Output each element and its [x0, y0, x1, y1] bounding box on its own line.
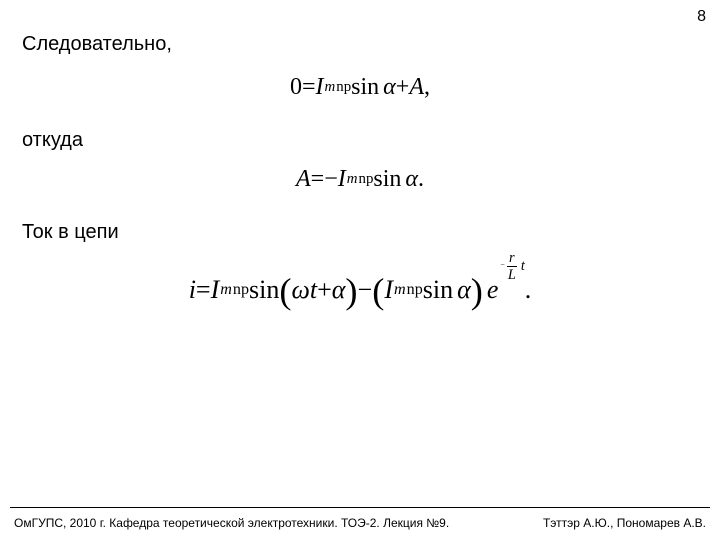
eq3-alpha: α	[332, 275, 346, 305]
footer-right: Тэттэр А.Ю., Пономарев А.В.	[543, 516, 706, 530]
text-otkuda: откуда	[22, 128, 83, 152]
footer: ОмГУПС, 2010 г. Кафедра теоретической эл…	[14, 516, 706, 530]
eq1-A: A	[409, 74, 424, 101]
eq1-sub-np: np	[335, 79, 351, 96]
eq1-comma: ,	[424, 74, 430, 101]
eq1-sin: sin	[351, 74, 379, 101]
eq3-exp-minus: −	[500, 261, 504, 269]
eq2-equals: =	[311, 166, 325, 193]
equation-3: i = I m np sin ( ω t + α ) − ( I m np si…	[0, 274, 720, 306]
eq3-t: t	[310, 275, 317, 305]
eq3-I: I	[211, 275, 220, 305]
eq3-sin: sin	[249, 275, 279, 305]
eq1-plus: +	[396, 74, 410, 101]
eq3-sub-m2: m	[393, 281, 406, 299]
eq3-e: e	[487, 275, 499, 305]
eq2-minus: −	[324, 166, 338, 193]
eq3-plus: +	[317, 275, 332, 305]
eq1-alpha: α	[383, 74, 396, 101]
eq2-sin: sin	[373, 166, 401, 193]
eq3-dot: .	[525, 275, 532, 305]
eq3-exponent: − r L t	[500, 251, 524, 283]
eq3-exp-t: t	[521, 259, 525, 273]
eq3-i: i	[189, 275, 196, 305]
eq3-exp-frac: r L	[507, 251, 517, 283]
eq2-I: I	[338, 166, 346, 193]
eq3-equals: =	[196, 275, 211, 305]
text-tok-v-cepi: Ток в цепи	[22, 220, 119, 244]
eq1-equals: =	[302, 74, 316, 101]
eq2-alpha: α	[405, 166, 418, 193]
eq3-alpha2: α	[457, 275, 471, 305]
eq2-sub-m: m	[346, 171, 358, 188]
equation-2: A = − I m np sin α .	[0, 166, 720, 193]
eq1-zero: 0	[290, 74, 302, 101]
eq3-sin2: sin	[423, 275, 453, 305]
eq2-A: A	[296, 166, 311, 193]
eq3-I2: I	[384, 275, 393, 305]
eq2-sub-np: np	[358, 171, 374, 188]
slide-page: 8 Следовательно, откуда Ток в цепи 0 = I…	[0, 0, 720, 540]
footer-left: ОмГУПС, 2010 г. Кафедра теоретической эл…	[14, 516, 449, 530]
eq3-omega: ω	[291, 275, 309, 305]
eq3-sub-np2: np	[406, 281, 423, 299]
eq3-sub-m: m	[219, 281, 232, 299]
text-sledovatelno: Следовательно,	[22, 32, 172, 56]
eq1-sub-m: m	[324, 79, 336, 96]
eq2-dot: .	[418, 166, 424, 193]
eq1-I: I	[316, 74, 324, 101]
page-number: 8	[697, 8, 706, 26]
eq3-sub-np: np	[232, 281, 249, 299]
eq3-exp-r: r	[508, 251, 516, 265]
eq3-minus: −	[358, 275, 373, 305]
footer-divider	[10, 507, 710, 508]
eq3-exp-L: L	[507, 268, 517, 282]
equation-1: 0 = I m np sin α + A ,	[0, 74, 720, 101]
